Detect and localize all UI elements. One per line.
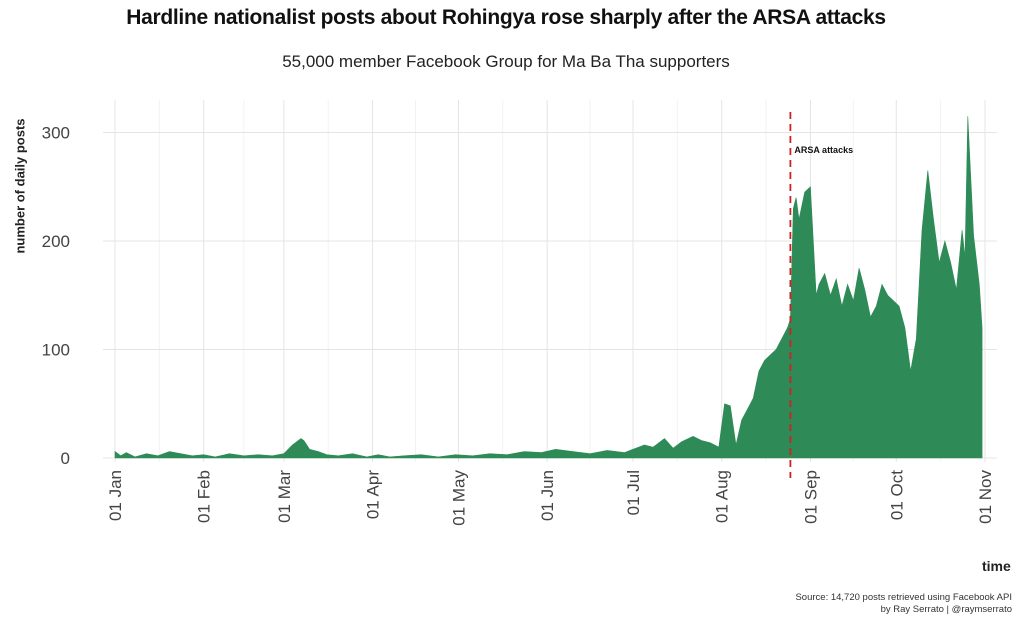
- y-tick-label: 100: [42, 341, 70, 360]
- x-tick-label: 01 Mar: [275, 470, 294, 523]
- posts-area-series: [114, 116, 983, 459]
- x-tick-label: 01 May: [449, 470, 468, 526]
- x-tick-label: 01 Nov: [976, 470, 995, 524]
- y-tick-label: 300: [42, 124, 70, 143]
- y-tick-label: 200: [42, 232, 70, 251]
- x-tick-label: 01 Sep: [801, 470, 820, 524]
- x-tick-label: 01 Apr: [364, 470, 383, 519]
- caption-author-line: by Ray Serrato | @raymserrato: [880, 604, 1012, 615]
- source-caption: Source: 14,720 posts retrieved using Fac…: [795, 592, 1012, 616]
- chart-title: Hardline nationalist posts about Rohingy…: [126, 6, 886, 29]
- arsa-attacks-label: ARSA attacks: [794, 145, 853, 155]
- x-tick-label: 01 Oct: [887, 470, 906, 520]
- y-tick-label: 0: [61, 449, 70, 468]
- caption-source-line: Source: 14,720 posts retrieved using Fac…: [795, 592, 1012, 603]
- x-axis-label: time: [982, 558, 1011, 574]
- x-tick-label: 01 Aug: [713, 470, 732, 523]
- x-tick-label: 01 Jul: [624, 470, 643, 515]
- x-tick-label: 01 Feb: [195, 470, 214, 523]
- x-tick-label: 01 Jun: [538, 470, 557, 521]
- x-tick-label: 01 Jan: [106, 470, 125, 521]
- chart-subtitle: 55,000 member Facebook Group for Ma Ba T…: [282, 52, 730, 71]
